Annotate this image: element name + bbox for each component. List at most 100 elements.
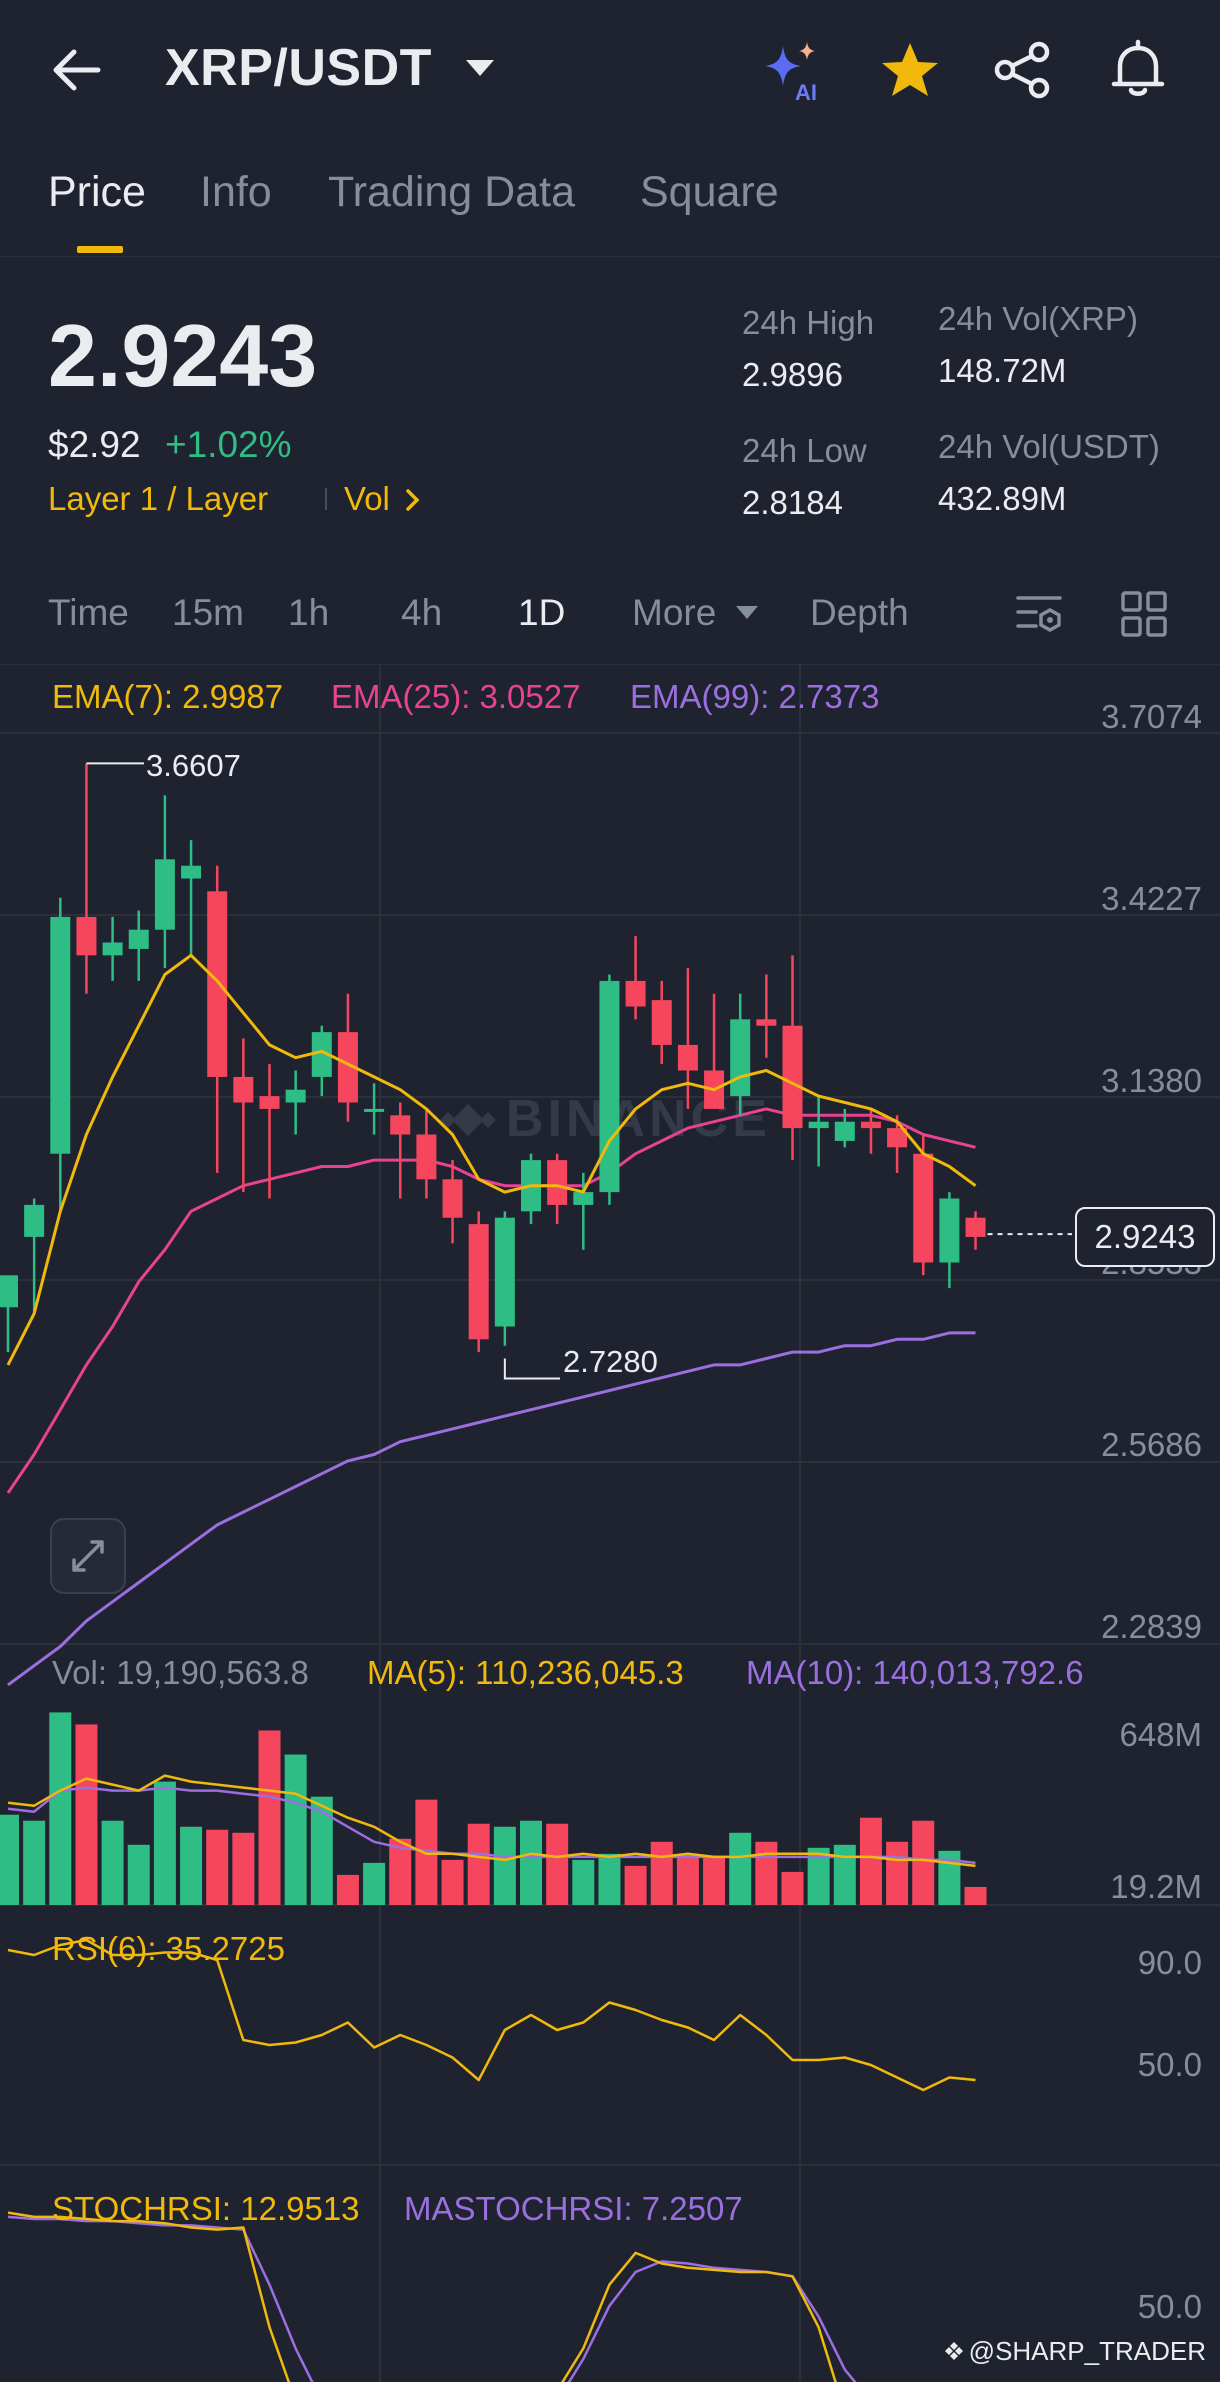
candle-body bbox=[24, 1204, 45, 1237]
ema7-line bbox=[6, 953, 977, 1366]
low-marker-label: 2.7280 bbox=[563, 1344, 658, 1379]
bell-icon[interactable] bbox=[1106, 38, 1170, 102]
usd-price: $2.92 bbox=[48, 424, 141, 465]
star-icon[interactable] bbox=[878, 38, 942, 102]
chevron-right-icon bbox=[405, 482, 421, 520]
price-tick: 3.4227 bbox=[1101, 880, 1202, 917]
candle bbox=[677, 968, 698, 1109]
vol-link[interactable]: Vol bbox=[344, 480, 421, 520]
volume-bar bbox=[859, 1817, 882, 1905]
candle bbox=[834, 1108, 855, 1148]
caret-down-icon[interactable] bbox=[736, 606, 758, 619]
share-icon[interactable] bbox=[991, 38, 1055, 102]
candle-body bbox=[860, 1121, 881, 1129]
interval-more[interactable]: More bbox=[632, 592, 717, 633]
candle bbox=[651, 980, 672, 1065]
volume-bar bbox=[807, 1847, 830, 1905]
volume-bar bbox=[180, 1826, 203, 1905]
candle-body bbox=[599, 980, 620, 1193]
volume-bar bbox=[833, 1844, 856, 1905]
candle-body bbox=[547, 1160, 568, 1205]
category-separator bbox=[325, 488, 327, 510]
tab-price[interactable]: Price bbox=[48, 168, 146, 216]
interval-1d[interactable]: 1D bbox=[518, 592, 566, 633]
candle-body bbox=[965, 1217, 986, 1237]
tab-trading-data[interactable]: Trading Data bbox=[328, 168, 575, 216]
volume-bar bbox=[284, 1754, 307, 1905]
current-price-tag: 2.9243 bbox=[1075, 1207, 1215, 1267]
mastochrsi-label: MASTOCHRSI: 7.2507 bbox=[404, 2190, 743, 2227]
caret-down-icon[interactable] bbox=[466, 60, 494, 76]
rsi-tick: 50.0 bbox=[1137, 2046, 1202, 2083]
candle-body bbox=[677, 1044, 698, 1071]
candle bbox=[860, 1108, 881, 1154]
candle bbox=[416, 1108, 437, 1199]
tab-square[interactable]: Square bbox=[640, 168, 779, 216]
candle bbox=[442, 1160, 463, 1244]
interval-15m[interactable]: 15m bbox=[172, 592, 244, 633]
candle-body bbox=[285, 1089, 306, 1103]
grid-layout-icon[interactable] bbox=[1120, 590, 1168, 643]
candle bbox=[76, 763, 97, 994]
interval-divider bbox=[0, 664, 1220, 665]
volume-bar bbox=[206, 1829, 229, 1905]
vol-base-value: 148.72M bbox=[938, 352, 1067, 389]
price-tick: 3.7074 bbox=[1101, 698, 1202, 735]
tab-info[interactable]: Info bbox=[200, 168, 272, 216]
depth-tab[interactable]: Depth bbox=[810, 592, 909, 633]
candle-body bbox=[50, 916, 71, 1154]
rsi-tick: 90.0 bbox=[1137, 1944, 1202, 1981]
stochrsi-chart bbox=[7, 2211, 857, 2382]
candle-body bbox=[494, 1217, 515, 1327]
interval-4h[interactable]: 4h bbox=[401, 592, 443, 633]
price-tick: 2.5686 bbox=[1101, 1426, 1202, 1463]
interval-time[interactable]: Time bbox=[48, 592, 129, 633]
candle bbox=[207, 865, 228, 1173]
pair-title[interactable]: XRP/USDT bbox=[165, 39, 432, 97]
candle bbox=[0, 1275, 18, 1353]
candle bbox=[782, 955, 803, 1161]
volume-bar bbox=[23, 1820, 46, 1905]
candle-body bbox=[128, 929, 149, 949]
vol-link-label: Vol bbox=[344, 480, 390, 517]
candle bbox=[311, 1025, 332, 1097]
high-marker-label: 3.6607 bbox=[146, 748, 241, 783]
candle bbox=[808, 1096, 829, 1167]
candle bbox=[154, 795, 175, 969]
volume-bar bbox=[363, 1862, 386, 1905]
candle-body bbox=[834, 1121, 855, 1141]
candle-body bbox=[233, 1076, 254, 1103]
volume-bar bbox=[310, 1796, 333, 1905]
active-tab-indicator bbox=[77, 246, 123, 253]
stochrsi-tick: 50.0 bbox=[1137, 2288, 1202, 2325]
expand-icon[interactable] bbox=[50, 1518, 126, 1594]
candle-body bbox=[625, 980, 646, 1007]
high-value: 2.9896 bbox=[742, 356, 843, 393]
ema25-label: EMA(25): 3.0527 bbox=[331, 678, 581, 715]
volume-bar bbox=[467, 1823, 490, 1905]
stochrsi-line bbox=[7, 2211, 837, 2382]
rsi-line bbox=[7, 1938, 976, 2092]
candle bbox=[547, 1153, 568, 1225]
volume-bar bbox=[886, 1841, 909, 1905]
candle-body bbox=[181, 865, 202, 879]
candle-body bbox=[651, 1000, 672, 1045]
chart-settings-icon[interactable] bbox=[1014, 588, 1066, 645]
rsi-label: RSI(6): 35.2725 bbox=[52, 1930, 285, 1967]
candle bbox=[24, 1198, 45, 1314]
binance-logo-icon bbox=[943, 2338, 965, 2369]
interval-1h[interactable]: 1h bbox=[288, 592, 330, 633]
back-arrow-icon[interactable] bbox=[48, 40, 108, 100]
vol-quote-label: 24h Vol(USDT) bbox=[938, 428, 1160, 465]
ai-sparkle-icon[interactable]: AI bbox=[763, 38, 827, 102]
price-tick: 3.1380 bbox=[1101, 1062, 1202, 1099]
candle-body bbox=[730, 1019, 751, 1097]
candle-body bbox=[364, 1108, 385, 1112]
candle-body bbox=[416, 1134, 437, 1180]
category-tag[interactable]: Layer 1 / Layer bbox=[48, 480, 269, 517]
candle-body bbox=[207, 891, 228, 1077]
candle bbox=[364, 1083, 385, 1135]
volume-bar bbox=[153, 1781, 176, 1905]
volume-bar bbox=[755, 1841, 778, 1905]
